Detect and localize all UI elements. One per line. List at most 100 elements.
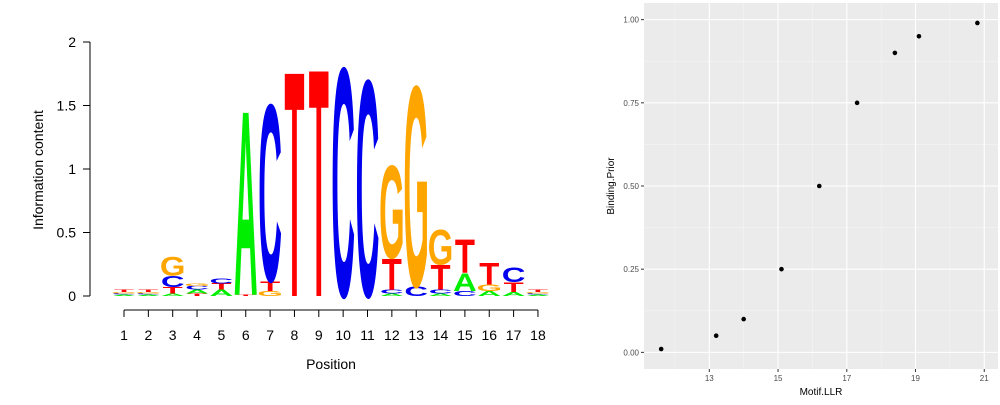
logo-x-tick-label: 2 [144,327,152,343]
logo-letter-c: C [112,293,136,295]
scatter-point [658,346,664,352]
logo-letter-t: T [163,286,183,296]
logo-letter-a: A [185,289,209,295]
logo-x-tick-label: 13 [408,327,424,343]
scatter-y-tick-label: 1.00 [623,16,639,25]
scatter-y-tick-label: 0.75 [623,99,639,108]
logo-letter-a: A [161,293,185,297]
logo-letter-c: C [331,0,355,366]
logo-letter-c: C [356,15,380,362]
scatter-point [741,316,746,322]
logo-letter-t: T [236,294,256,296]
logo-letter-g: G [184,283,210,287]
logo-y-tick-label: 1.5 [57,98,77,114]
scatter-y-tick-label: 0.00 [623,348,639,357]
logo-letter-g: G [257,290,283,298]
logo-letter-a: A [429,293,453,297]
logo-letter-t: T [260,279,281,295]
scatter-y-axis-label: Binding.Prior [606,157,617,215]
scatter-axes: 13 15 17 19 21 0.00 0.25 0.50 0.75 1.00 [623,16,989,383]
logo-letter-c: C [136,293,160,295]
logo-x-tick-label: 5 [218,327,226,343]
logo-letter-g: G [136,292,162,294]
scatter-point [854,100,860,106]
logo-letter-c: C [161,274,185,291]
logo-letter-t: T [479,256,499,291]
scatter-x-axis-label: Motif.LLR [800,387,843,398]
logo-letter-a: A [210,288,234,298]
logo-y-tick-label: 0 [68,288,76,304]
logo-letter-t: T [211,282,231,292]
scatter-point [916,33,922,39]
logo-x-tick-label: 12 [384,327,400,343]
logo-letter-a: A [136,294,160,296]
logo-x-tick-label: 9 [315,327,323,343]
logo-letter-t: T [431,259,451,298]
logo-letter-c: C [404,284,428,300]
logo-letter-a: A [380,293,404,297]
logo-x-axis-label: Position [306,356,356,372]
scatter-gridlines [644,3,998,369]
scatter-points [658,20,980,352]
logo-x-tick-label: 14 [433,327,449,343]
logo-x-tick-label: 4 [193,327,201,343]
logo-x-tick-label: 15 [457,327,473,343]
logo-letter-c: C [380,289,404,295]
scatter-x-tick-label: 21 [980,374,989,383]
logo-letter-a: A [526,294,550,296]
scatter-y-tick-label: 0.25 [623,265,639,274]
logo-x-tick-label: 7 [266,327,274,343]
logo-letter-a: A [502,291,526,297]
logo-letter-g: G [379,137,405,287]
logo-letter-g: G [428,219,454,274]
scatter-point [713,333,719,339]
logo-letter-g: G [525,292,551,294]
logo-letter-c: C [258,52,282,335]
logo-x-tick-label: 18 [530,327,546,343]
logo-letter-a: A [453,270,477,297]
logo-x-tick-label: 17 [506,327,522,343]
logo-letter-t: T [455,230,475,284]
logo-letter-c: C [453,290,477,298]
logo-letter-c: C [185,285,209,291]
scatter-x-tick-label: 19 [911,374,920,383]
scatter-x-tick-label: 15 [774,374,783,383]
logo-x-tick-label: 8 [291,327,299,343]
scatter-chart: 13 15 17 19 21 0.00 0.25 0.50 0.75 1.00 Motif.LLR… [606,3,998,398]
logo-letter-t: T [528,289,549,293]
logo-x-tick-label: 16 [481,327,497,343]
logo-letter-g: G [111,292,137,294]
logo-axes: 00.511.521 2 3 4 5 6 7 8 9 10 11 12 13 14 15 16 17 18 [57,34,546,343]
logo-y-tick-label: 1 [68,161,76,177]
scatter-point [892,50,898,56]
logo-letter-g: G [160,253,186,282]
logo-y-tick-label: 0.5 [57,225,77,241]
scatter-point [975,20,980,26]
logo-letter-t: T [187,293,208,297]
logo-y-tick-label: 2 [68,34,76,50]
logo-letter-t: T [504,280,525,296]
scatter-y-tick-label: 0.50 [623,182,639,191]
logo-x-tick-label: 3 [169,327,177,343]
scatter-x-tick-label: 17 [842,374,851,383]
logo-letter-c: C [429,289,453,295]
logo-letter-c: C [502,263,526,287]
logo-letter-g: G [403,27,429,347]
logo-letter-g: G [476,283,502,293]
logo-letter-c: C [526,293,550,295]
logo-letter-c: C [210,277,234,285]
logo-x-tick-label: 6 [242,327,250,343]
scatter-x-tick-label: 13 [705,374,714,383]
logo-letter-a: A [112,294,136,296]
sequence-logo-chart: 00.511.521 2 3 4 5 6 7 8 9 10 11 12 13 14 15 16 17 18 ACG… [30,0,551,372]
logo-y-axis-label: Information content [30,110,46,230]
logo-letter-a: A [234,56,258,351]
logo-letter-t: T [284,3,304,365]
logo-x-tick-label: 11 [360,327,375,343]
logo-letter-t: T [138,289,159,293]
scatter-point [779,266,784,272]
logo-x-tick-label: 10 [335,327,351,343]
scatter-panel: 13 15 17 19 21 0.00 0.25 0.50 0.75 1.00 Motif.LLR… [600,0,1000,400]
